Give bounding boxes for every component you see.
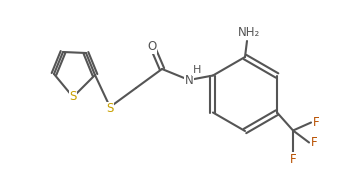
Text: F: F xyxy=(313,116,319,129)
Text: NH₂: NH₂ xyxy=(238,27,260,39)
Text: S: S xyxy=(69,90,77,104)
Text: S: S xyxy=(106,103,114,115)
Text: F: F xyxy=(311,136,317,149)
Text: H: H xyxy=(193,65,201,75)
Text: F: F xyxy=(290,153,296,166)
Text: O: O xyxy=(147,40,157,54)
Text: N: N xyxy=(185,73,193,87)
